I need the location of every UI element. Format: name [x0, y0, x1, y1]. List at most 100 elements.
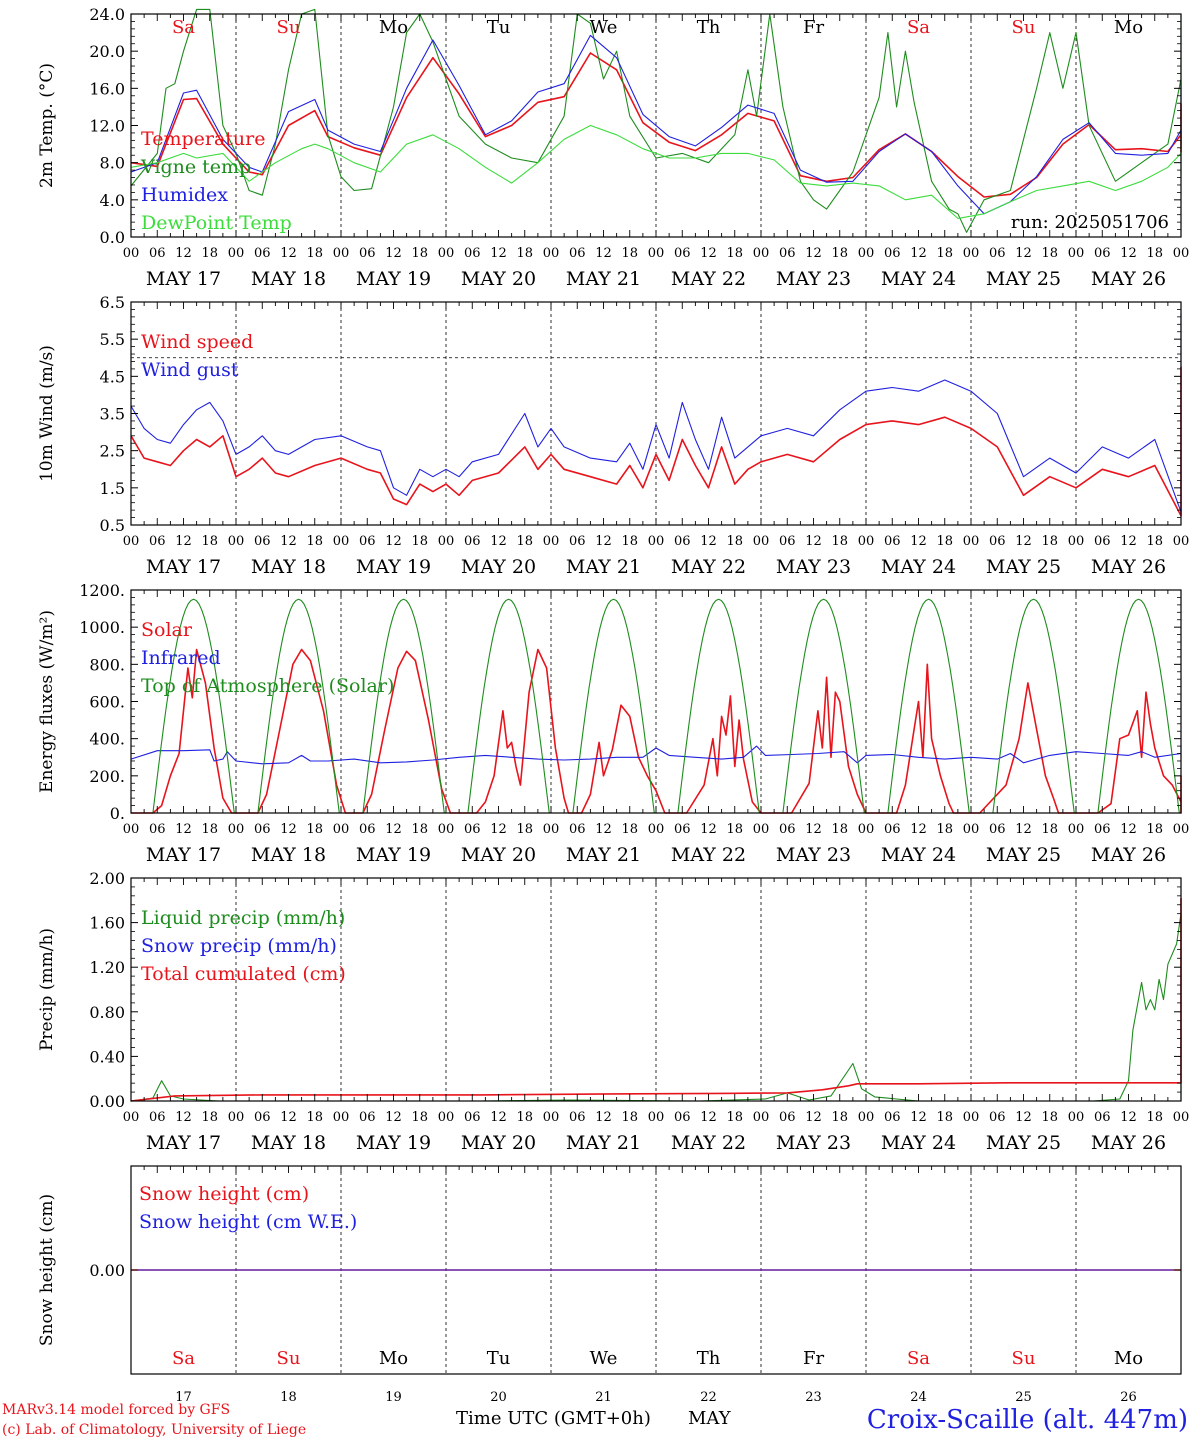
x-hour-label: 00: [1173, 534, 1190, 549]
x-hour-label: 00: [123, 822, 140, 837]
y-tick-label: 8.0: [100, 154, 125, 173]
legend-entry: Wind speed: [141, 331, 253, 353]
x-hour-label: 06: [254, 246, 271, 261]
x-hour-label: 00: [1068, 822, 1085, 837]
x-hour-label: 00: [543, 822, 560, 837]
x-hour-label: 12: [280, 822, 297, 837]
x-hour-label: 06: [779, 1110, 796, 1125]
plot-frame: [130, 301, 1182, 526]
x-hour-label: 12: [175, 822, 192, 837]
x-date-label: MAY 25: [986, 844, 1061, 866]
y-tick-label: 1200.: [79, 581, 125, 600]
x-hour-label: 12: [595, 1110, 612, 1125]
x-hour-label: 12: [385, 1110, 402, 1125]
x-hour-label: 18: [411, 822, 428, 837]
x-hour-label: 18: [831, 1110, 848, 1125]
x-date-label: MAY 17: [146, 1132, 221, 1154]
x-hour-label: 06: [674, 1110, 691, 1125]
run-annotation: run: 2025051706: [1011, 212, 1169, 233]
x-hour-label: 06: [149, 1110, 166, 1125]
x-hour-label: 18: [831, 822, 848, 837]
x-hour-label: 18: [1146, 822, 1163, 837]
x-date-label: MAY 24: [881, 844, 956, 866]
x-date-label: MAY 18: [251, 1132, 326, 1154]
x-date-label: MAY 22: [671, 1132, 746, 1154]
legend-entry: Total cumulated (cm): [141, 963, 346, 985]
x-hour-label: 06: [464, 822, 481, 837]
y-tick-label: 20.0: [89, 42, 125, 61]
x-hour-label: 06: [989, 822, 1006, 837]
y-tick-label: 0.: [110, 804, 125, 823]
x-date-label: MAY 17: [146, 844, 221, 866]
x-hour-label: 18: [726, 1110, 743, 1125]
x-hour-label: 18: [936, 1110, 953, 1125]
x-hour-label: 00: [123, 534, 140, 549]
x-hour-label: 18: [1041, 246, 1058, 261]
x-hour-label: 18: [831, 534, 848, 549]
legend-entry: Humidex: [141, 184, 228, 206]
x-date-label: MAY 21: [566, 268, 641, 290]
y-tick-label: 2.5: [100, 442, 125, 461]
x-hour-label: 00: [228, 534, 245, 549]
y-tick-label: 0.00: [89, 1092, 125, 1111]
y-tick-label: 0.80: [89, 1003, 125, 1022]
x-hour-label: 12: [805, 534, 822, 549]
x-hour-label: 18: [516, 246, 533, 261]
x-hour-label: 12: [1015, 246, 1032, 261]
y-tick-label: 12.0: [89, 117, 125, 136]
x-hour-label: 06: [779, 534, 796, 549]
x-hour-label: 18: [726, 822, 743, 837]
x-hour-label: 06: [254, 1110, 271, 1125]
x-date-label: MAY 22: [671, 556, 746, 578]
x-date-label: MAY 24: [881, 556, 956, 578]
x-hour-label: 18: [201, 246, 218, 261]
x-hour-label: 00: [963, 246, 980, 261]
x-hour-label: 00: [543, 1110, 560, 1125]
y-tick-label: 24.0: [89, 5, 125, 24]
x-hour-label: 06: [1094, 246, 1111, 261]
day-name-label: Fr: [803, 17, 824, 38]
day-name-label: Sa: [172, 17, 195, 38]
x-date-label: MAY 20: [461, 268, 536, 290]
x-hour-label: 06: [464, 534, 481, 549]
x-hour-label: 00: [438, 822, 455, 837]
x-hour-label: 12: [175, 1110, 192, 1125]
day-name-label: Su: [277, 1348, 301, 1369]
day-name-label: Mo: [1114, 17, 1143, 38]
x-hour-label: 06: [1094, 534, 1111, 549]
y-tick-label: 200.: [89, 767, 125, 786]
x-hour-label: 00: [858, 534, 875, 549]
day-number-label: 18: [280, 1390, 297, 1405]
y-tick-label: 6.5: [100, 293, 125, 312]
credit-line-1: MARv3.14 model forced by GFS: [2, 1402, 230, 1418]
x-hour-label: 00: [333, 822, 350, 837]
x-hour-label: 12: [1120, 534, 1137, 549]
x-hour-label: 12: [805, 246, 822, 261]
x-hour-label: 00: [438, 246, 455, 261]
x-hour-label: 18: [1041, 822, 1058, 837]
x-date-label: MAY 18: [251, 268, 326, 290]
x-hour-label: 12: [280, 246, 297, 261]
x-hour-label: 18: [936, 822, 953, 837]
x-hour-label: 00: [753, 534, 770, 549]
x-hour-label: 12: [910, 822, 927, 837]
x-hour-label: 12: [385, 246, 402, 261]
x-hour-label: 00: [123, 246, 140, 261]
x-hour-label: 18: [621, 246, 638, 261]
x-hour-label: 12: [700, 534, 717, 549]
y-tick-label: 1.5: [100, 479, 125, 498]
x-hour-label: 18: [831, 246, 848, 261]
x-hour-label: 06: [989, 1110, 1006, 1125]
x-hour-label: 00: [963, 534, 980, 549]
y-tick-label: 600.: [89, 693, 125, 712]
day-name-label: Su: [1012, 1348, 1036, 1369]
day-number-label: 20: [490, 1390, 507, 1405]
x-hour-label: 00: [963, 822, 980, 837]
x-hour-label: 00: [333, 1110, 350, 1125]
x-hour-label: 00: [333, 246, 350, 261]
x-date-label: MAY 26: [1091, 1132, 1166, 1154]
y-axis-label: Precip (mm/h): [37, 928, 57, 1051]
x-hour-label: 00: [648, 822, 665, 837]
x-hour-label: 18: [621, 534, 638, 549]
